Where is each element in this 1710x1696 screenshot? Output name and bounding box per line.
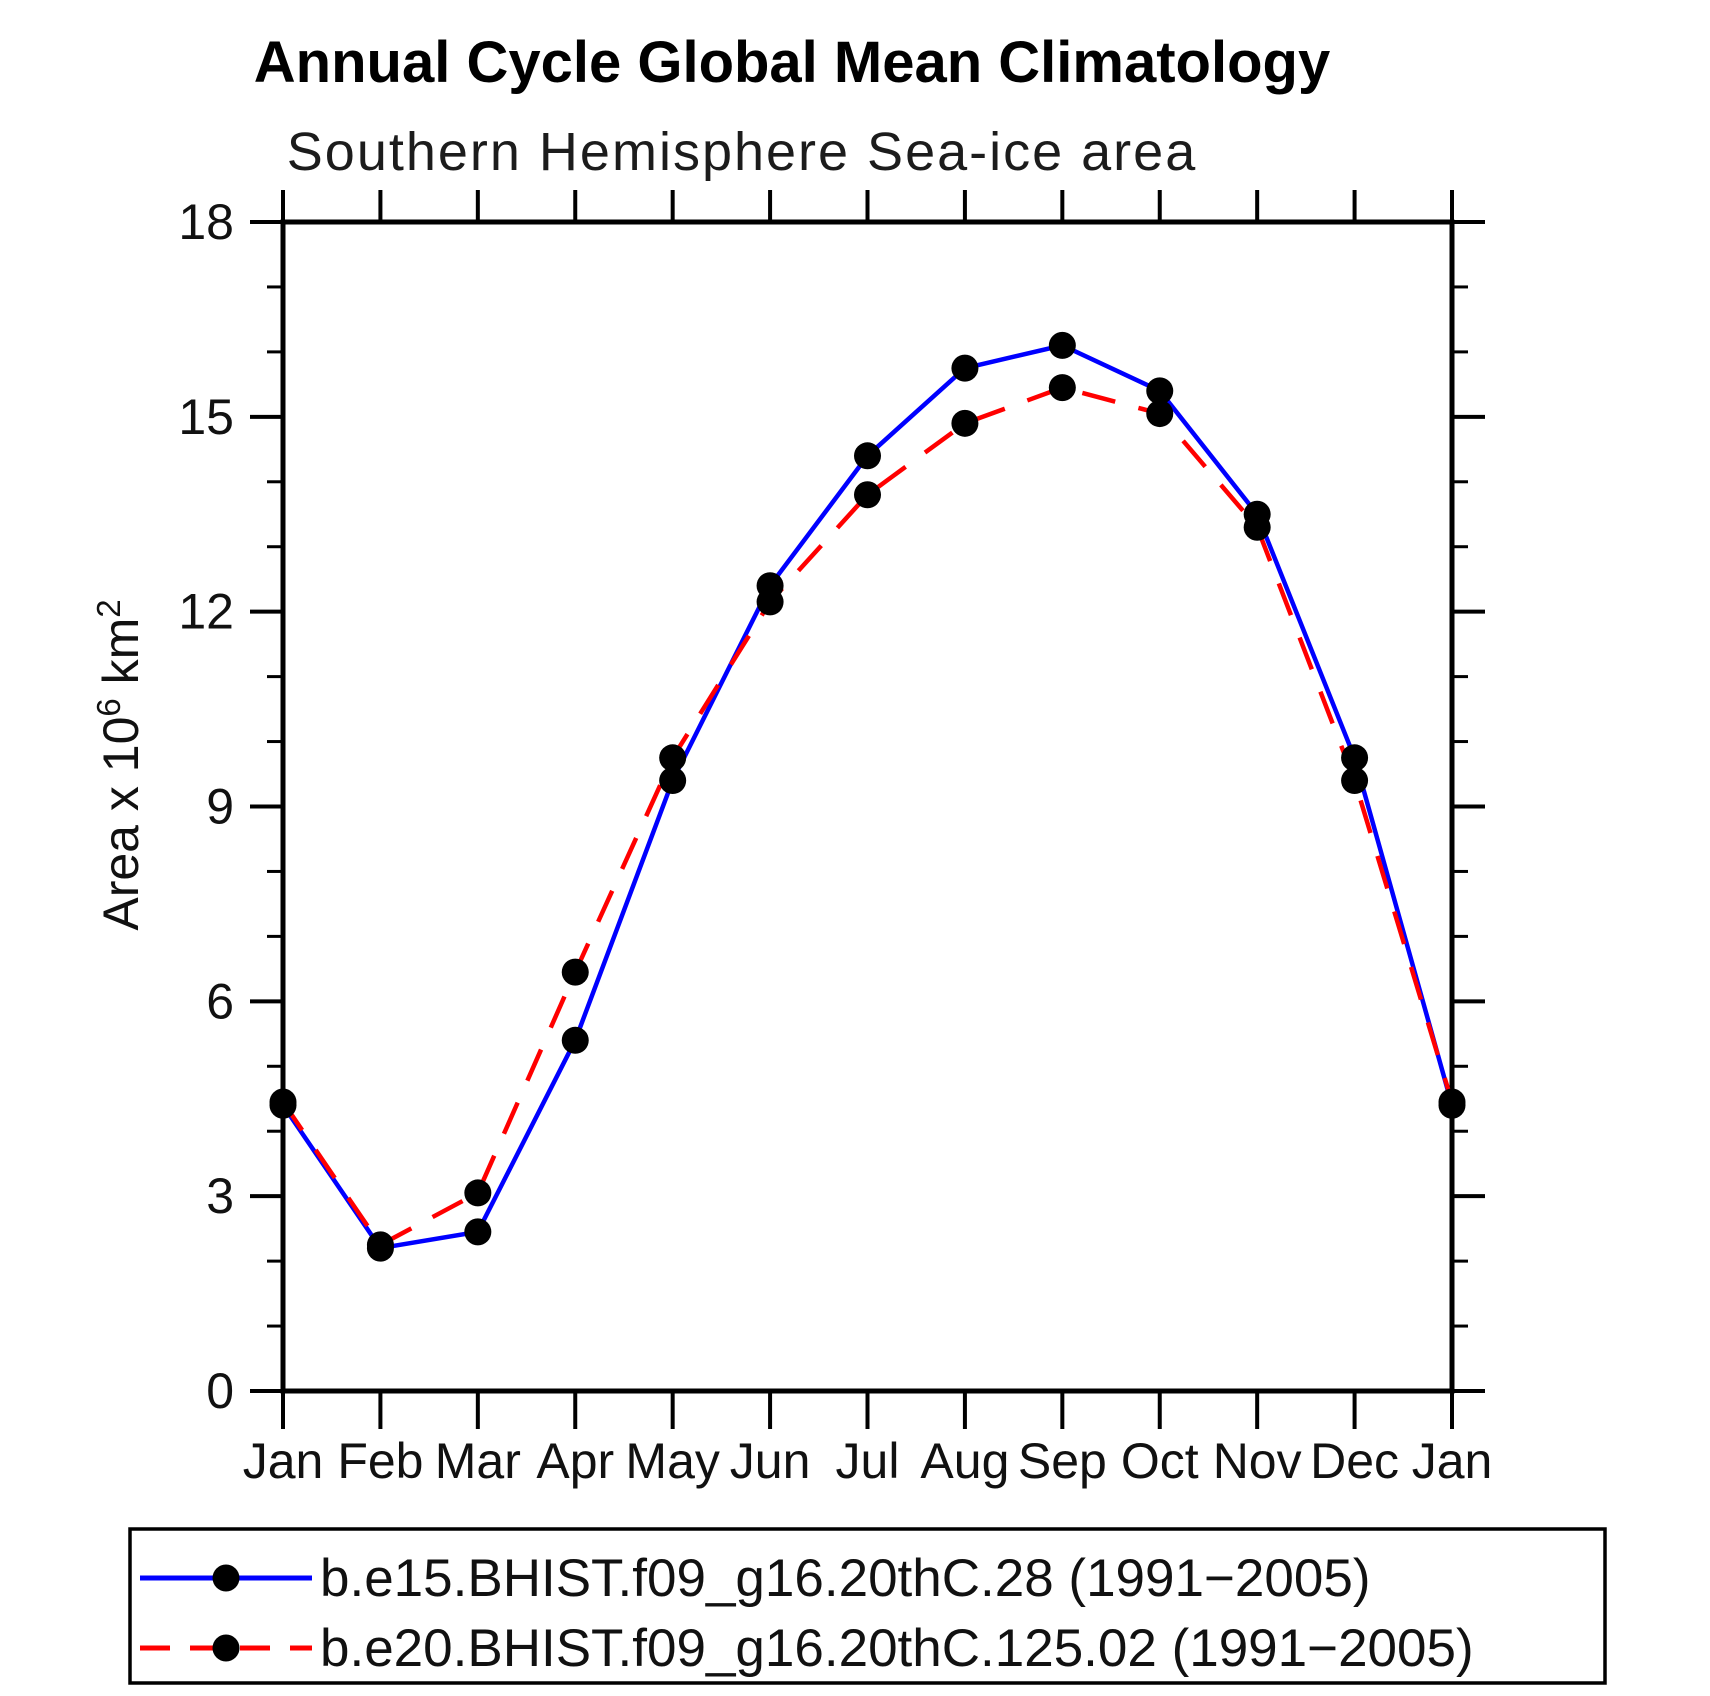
chart-title: Annual Cycle Global Mean Climatology bbox=[254, 30, 1330, 95]
x-tick-label: Jan bbox=[243, 1433, 324, 1489]
x-tick-label: Sep bbox=[1018, 1433, 1107, 1489]
plot-frame bbox=[280, 219, 1455, 1394]
y-tick-label: 0 bbox=[206, 1363, 234, 1419]
data-point-marker bbox=[1438, 1088, 1466, 1116]
x-tick-label: Nov bbox=[1213, 1433, 1302, 1489]
x-tick-label: Dec bbox=[1310, 1433, 1399, 1489]
x-tick-label: Apr bbox=[536, 1433, 614, 1489]
data-point-marker bbox=[1146, 400, 1174, 428]
data-point-marker bbox=[1048, 374, 1076, 402]
y-tick-label: 18 bbox=[178, 194, 234, 250]
legend-box bbox=[128, 1527, 1607, 1685]
y-tick-label: 12 bbox=[178, 584, 234, 640]
x-tick-label: Mar bbox=[435, 1433, 521, 1489]
data-point-marker bbox=[1243, 513, 1271, 541]
data-point-marker bbox=[561, 958, 589, 986]
x-tick-label: May bbox=[625, 1433, 719, 1489]
data-point-marker bbox=[366, 1231, 394, 1259]
data-point-marker bbox=[659, 767, 687, 795]
x-tick-label: Aug bbox=[920, 1433, 1009, 1489]
data-point-marker bbox=[464, 1218, 492, 1246]
x-tick-label: Oct bbox=[1121, 1433, 1199, 1489]
legend-sample-marker bbox=[212, 1564, 240, 1592]
data-point-marker bbox=[464, 1179, 492, 1207]
y-axis-title: Area x 106 km2 bbox=[90, 599, 149, 930]
legend-sample-marker bbox=[212, 1634, 240, 1662]
data-point-marker bbox=[561, 1026, 589, 1054]
series-line-red-dashed bbox=[281, 385, 1455, 1248]
data-point-marker bbox=[269, 1088, 297, 1116]
legend-entry-label: b.e15.BHIST.f09_g16.20thC.28 (1991−2005) bbox=[320, 1549, 1370, 1608]
series-line-blue-solid bbox=[281, 343, 1455, 1251]
data-point-marker bbox=[1341, 744, 1369, 772]
data-point-marker bbox=[756, 588, 784, 616]
legend: b.e15.BHIST.f09_g16.20thC.28 (1991−2005)… bbox=[128, 1527, 1607, 1685]
y-tick-label: 15 bbox=[178, 389, 234, 445]
chart-subtitle: Southern Hemisphere Sea-ice area bbox=[287, 122, 1197, 182]
x-tick-label: Jun bbox=[730, 1433, 811, 1489]
x-tick-label: Jan bbox=[1412, 1433, 1493, 1489]
y-tick-label: 6 bbox=[206, 973, 234, 1029]
data-point-marker bbox=[951, 409, 979, 437]
data-point-marker bbox=[659, 744, 687, 772]
y-tick-label: 9 bbox=[206, 779, 234, 835]
y-tick-label: 3 bbox=[206, 1168, 234, 1224]
data-point-marker bbox=[1146, 377, 1174, 405]
axis-ticks bbox=[250, 190, 1485, 1429]
plot-border bbox=[280, 219, 1455, 1394]
data-point-marker bbox=[854, 481, 881, 509]
data-point-marker bbox=[854, 442, 881, 470]
data-point-marker bbox=[951, 354, 979, 382]
x-tick-label: Jul bbox=[836, 1433, 900, 1489]
data-point-marker bbox=[1048, 331, 1076, 359]
data-series bbox=[269, 331, 1466, 1262]
data-point-marker bbox=[1341, 767, 1369, 795]
legend-entry-label: b.e20.BHIST.f09_g16.20thC.125.02 (1991−2… bbox=[320, 1619, 1474, 1678]
x-tick-label: Feb bbox=[337, 1433, 423, 1489]
